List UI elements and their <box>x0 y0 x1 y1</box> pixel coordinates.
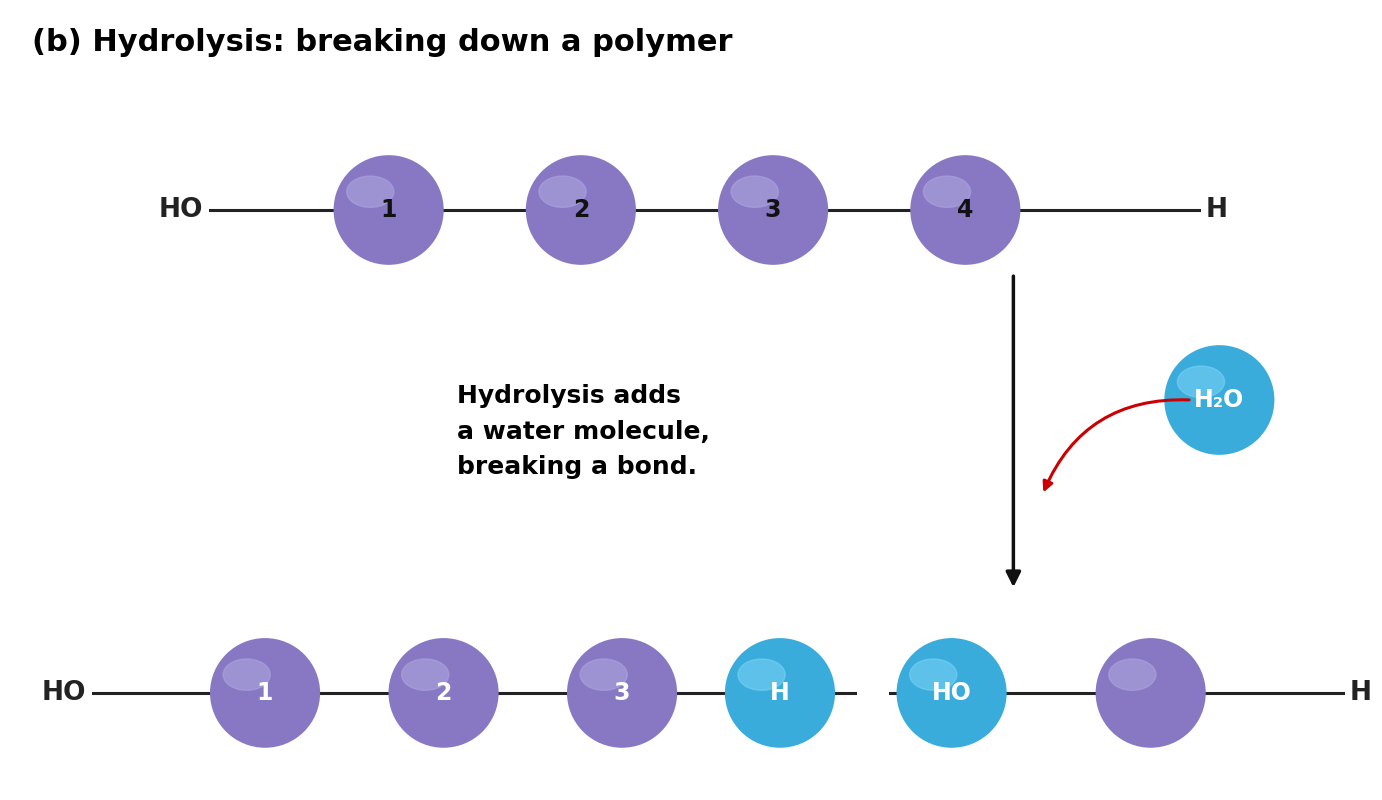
Ellipse shape <box>726 638 835 748</box>
Ellipse shape <box>909 659 956 690</box>
Ellipse shape <box>1164 345 1274 455</box>
Ellipse shape <box>1108 659 1155 690</box>
Ellipse shape <box>1177 366 1224 398</box>
Text: Hydrolysis adds
a water molecule,
breaking a bond.: Hydrolysis adds a water molecule, breaki… <box>457 384 710 479</box>
Text: 1: 1 <box>380 198 397 222</box>
Ellipse shape <box>525 155 636 265</box>
Text: HO: HO <box>159 197 203 223</box>
Text: 3: 3 <box>764 198 781 222</box>
Ellipse shape <box>223 659 271 690</box>
Ellipse shape <box>897 638 1006 748</box>
Ellipse shape <box>911 155 1020 265</box>
Text: 4: 4 <box>958 198 973 222</box>
Text: H: H <box>770 681 791 705</box>
Text: H₂O: H₂O <box>1194 388 1244 412</box>
Text: 1: 1 <box>257 681 274 705</box>
Ellipse shape <box>738 659 785 690</box>
Ellipse shape <box>580 659 627 690</box>
Ellipse shape <box>923 176 970 207</box>
Text: HO: HO <box>931 681 972 705</box>
Ellipse shape <box>731 176 778 207</box>
Ellipse shape <box>719 155 828 265</box>
Ellipse shape <box>402 659 449 690</box>
Ellipse shape <box>567 638 677 748</box>
Ellipse shape <box>333 155 444 265</box>
Text: H: H <box>1205 197 1227 223</box>
Text: HO: HO <box>41 680 87 706</box>
Text: 2: 2 <box>435 681 452 705</box>
Text: H: H <box>1350 680 1372 706</box>
Text: 2: 2 <box>572 198 589 222</box>
Text: 3: 3 <box>614 681 630 705</box>
Ellipse shape <box>210 638 321 748</box>
Text: (b) Hydrolysis: breaking down a polymer: (b) Hydrolysis: breaking down a polymer <box>32 28 732 57</box>
Ellipse shape <box>347 176 394 207</box>
Ellipse shape <box>1096 638 1205 748</box>
Ellipse shape <box>539 176 586 207</box>
Ellipse shape <box>388 638 499 748</box>
